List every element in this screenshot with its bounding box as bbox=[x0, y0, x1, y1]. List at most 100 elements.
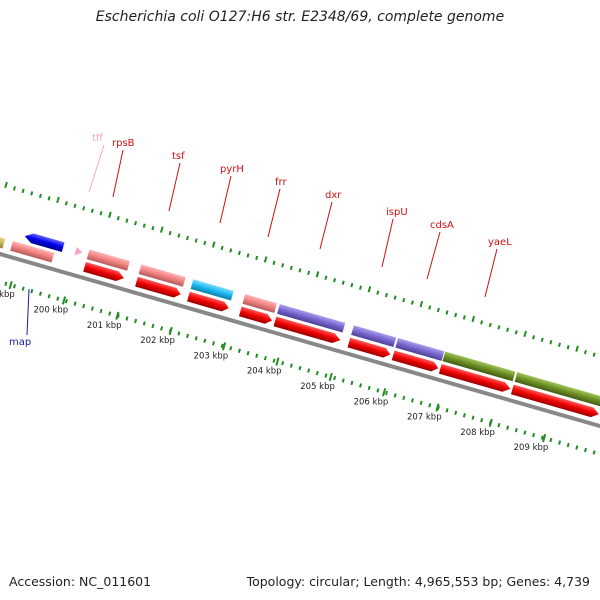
inner-minor-tick bbox=[272, 358, 276, 363]
outer-minor-tick bbox=[185, 235, 190, 241]
outer-minor-tick bbox=[359, 285, 363, 290]
outer-minor-tick bbox=[333, 278, 337, 283]
page-title: Escherichia coli O127:H6 str. E2348/69, … bbox=[95, 9, 505, 25]
outer-minor-tick bbox=[410, 300, 414, 305]
outer-minor-tick bbox=[281, 263, 285, 268]
topology-value: circular bbox=[309, 574, 356, 589]
outer-minor-tick bbox=[255, 255, 259, 261]
inner-minor-tick bbox=[12, 284, 17, 289]
inner-minor-tick bbox=[220, 343, 224, 348]
outer-minor-tick bbox=[506, 327, 510, 333]
inner-minor-tick bbox=[532, 432, 536, 438]
inner-minor-tick bbox=[134, 318, 138, 324]
outer-major-tick bbox=[211, 241, 216, 248]
outer-minor-tick bbox=[445, 310, 449, 315]
outer-minor-tick bbox=[393, 295, 397, 300]
inner-minor-tick bbox=[281, 360, 285, 366]
outer-minor-tick bbox=[12, 186, 16, 191]
outer-major-tick bbox=[471, 315, 476, 323]
gene-label-frr: frr bbox=[275, 177, 287, 188]
inner-minor-tick bbox=[462, 413, 466, 418]
outer-minor-tick bbox=[480, 320, 484, 325]
kbp-label: 205 kbp bbox=[300, 382, 335, 392]
outer-minor-tick bbox=[220, 245, 224, 251]
outer-minor-tick bbox=[324, 275, 328, 280]
feature-purple-ispu bbox=[351, 325, 397, 348]
genome-backbone bbox=[0, 233, 600, 447]
kbp-major-tick bbox=[542, 434, 547, 443]
outer-minor-tick bbox=[30, 191, 34, 196]
inner-minor-tick bbox=[56, 296, 60, 301]
gene-label-rpsB: rpsB bbox=[112, 138, 135, 149]
kbp-major-tick bbox=[275, 357, 280, 366]
genes-label: Genes: bbox=[506, 574, 551, 589]
inner-minor-tick bbox=[410, 398, 414, 403]
kbp-label: 202 kbp bbox=[140, 336, 175, 346]
feature-olive-yael bbox=[442, 351, 516, 382]
feature-row-upper bbox=[24, 233, 600, 407]
outer-minor-tick bbox=[177, 233, 181, 238]
inner-minor-tick bbox=[47, 293, 51, 299]
kbp-label: 208 kbp bbox=[460, 428, 495, 438]
inner-minor-tick bbox=[194, 336, 198, 341]
outer-minor-tick bbox=[151, 225, 155, 231]
leader-map bbox=[26, 288, 30, 336]
gene-label-pyrH: pyrH bbox=[220, 164, 244, 175]
kbp-label: 209 kbp bbox=[514, 443, 549, 453]
inner-minor-tick bbox=[419, 400, 423, 406]
inner-minor-tick bbox=[263, 355, 267, 361]
outer-minor-tick bbox=[64, 201, 68, 206]
outer-minor-tick bbox=[203, 240, 207, 246]
kbp-major-tick bbox=[382, 388, 387, 397]
kbp-major-tick bbox=[221, 342, 227, 351]
outer-minor-tick bbox=[532, 335, 536, 340]
inner-minor-tick bbox=[30, 289, 34, 294]
inner-minor-tick bbox=[402, 395, 406, 401]
outer-minor-tick bbox=[90, 208, 94, 213]
cds-cdsa bbox=[391, 350, 439, 372]
gene-label-map: map bbox=[9, 337, 31, 348]
inner-minor-tick bbox=[4, 281, 8, 286]
outer-major-tick bbox=[56, 196, 60, 204]
inner-minor-tick bbox=[186, 333, 190, 339]
cds-pyrh bbox=[187, 291, 229, 312]
inner-minor-tick bbox=[549, 437, 553, 443]
leader-frr bbox=[267, 188, 281, 238]
leader-dxr bbox=[319, 201, 333, 250]
inner-minor-tick bbox=[376, 388, 380, 393]
feature-salmon-frr bbox=[242, 294, 277, 313]
topology-label: Topology: bbox=[246, 574, 306, 589]
inner-minor-tick bbox=[38, 291, 42, 296]
outer-minor-tick bbox=[540, 337, 544, 342]
gene-labels: tff rpsB tsf pyrH frr dxr ispU cdsA yaeL map bbox=[9, 133, 512, 348]
outer-minor-tick bbox=[134, 220, 138, 226]
kbp-major-tick bbox=[488, 418, 493, 427]
accession-info: Accession: NC_011601 bbox=[9, 574, 151, 589]
length-label: Length: bbox=[363, 574, 411, 589]
inner-minor-tick bbox=[151, 323, 155, 329]
outer-minor-tick bbox=[38, 193, 42, 199]
inner-minor-tick bbox=[566, 442, 570, 448]
genome-stats: Topology: circular; Length: 4,965,553 bp… bbox=[246, 574, 590, 589]
leader-tff bbox=[88, 144, 105, 193]
outer-minor-tick bbox=[142, 223, 146, 228]
outer-minor-tick bbox=[73, 203, 77, 209]
outer-minor-tick bbox=[99, 211, 103, 216]
inner-minor-tick bbox=[255, 353, 259, 358]
outer-minor-tick bbox=[116, 216, 120, 221]
inner-minor-tick bbox=[108, 311, 112, 316]
leader-rpsB bbox=[112, 149, 124, 198]
outer-minor-tick bbox=[428, 305, 432, 310]
leader-tsf bbox=[168, 162, 181, 212]
inner-minor-tick bbox=[177, 331, 181, 336]
leader-ispU bbox=[381, 218, 394, 268]
outer-minor-tick bbox=[47, 196, 51, 201]
genes-value: 4,739 bbox=[554, 574, 590, 589]
outer-major-tick bbox=[367, 286, 372, 293]
cds-yael bbox=[438, 363, 511, 392]
inner-minor-tick bbox=[333, 375, 337, 381]
outer-minor-tick bbox=[566, 345, 570, 350]
outer-minor-tick bbox=[307, 270, 311, 275]
leader-pyrH bbox=[219, 175, 232, 224]
